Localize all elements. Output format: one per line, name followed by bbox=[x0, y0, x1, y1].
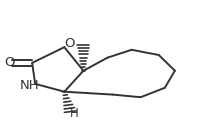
Text: O: O bbox=[4, 56, 15, 69]
Text: O: O bbox=[64, 37, 74, 50]
Text: H: H bbox=[69, 107, 78, 121]
Text: NH: NH bbox=[20, 79, 39, 92]
